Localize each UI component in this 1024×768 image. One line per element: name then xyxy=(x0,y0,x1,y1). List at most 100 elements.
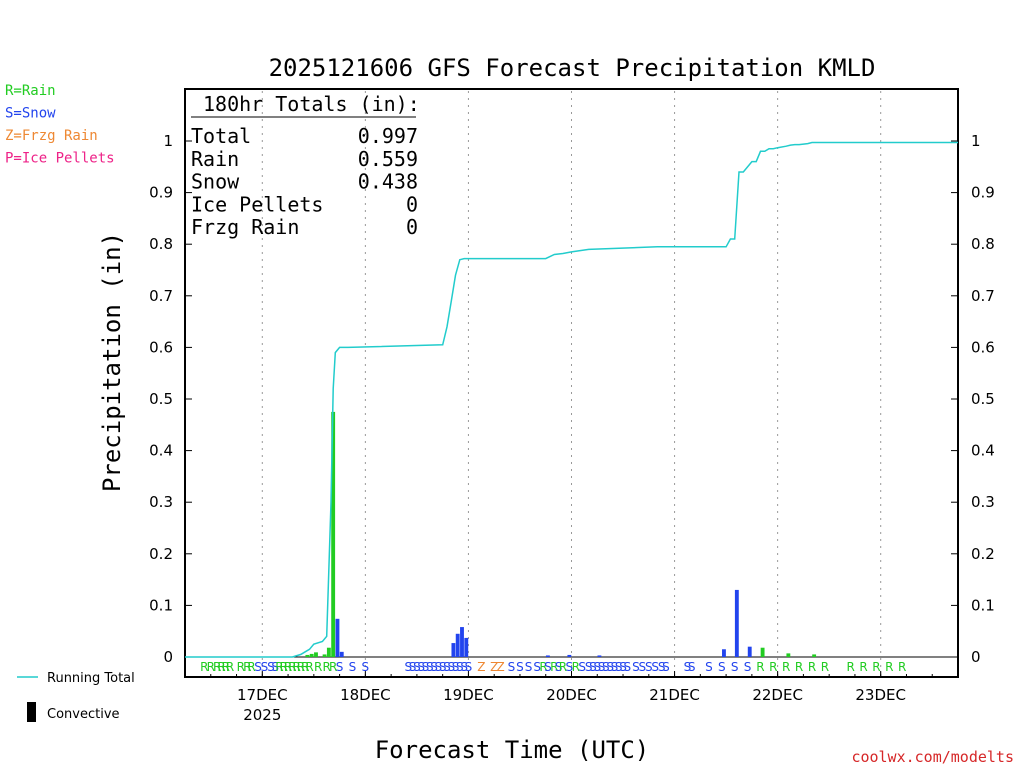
precip-type-mark: R xyxy=(314,660,322,674)
precip-bar xyxy=(464,637,469,657)
x-tick-label: 20DEC xyxy=(546,686,597,704)
precip-type-mark: S xyxy=(589,660,597,674)
precip-type-mark: S xyxy=(439,660,447,674)
totals-row-value: 0 xyxy=(406,215,418,239)
precip-type-mark: S xyxy=(585,660,593,674)
totals-row-label: Snow xyxy=(191,170,240,194)
x-tick-sublabel: 2025 xyxy=(243,706,281,724)
y-axis-title: Precipitation (in) xyxy=(98,232,126,492)
series-legend: Running Total Convective xyxy=(17,671,135,722)
precip-bar xyxy=(322,654,327,657)
precip-type-mark: S xyxy=(430,660,438,674)
precip-type-mark: S xyxy=(744,660,752,674)
precip-type-mark: R xyxy=(247,660,255,674)
precip-type-mark: R xyxy=(280,660,288,674)
totals-row-label: Rain xyxy=(191,147,239,171)
totals-row-label: Total xyxy=(191,124,251,148)
precip-type-mark: R xyxy=(756,660,764,674)
totals-row-value: 0.997 xyxy=(358,124,418,148)
precip-bar xyxy=(760,647,765,657)
y-tick-label-right: 0.6 xyxy=(971,338,995,356)
precip-type-mark: S xyxy=(349,660,357,674)
precip-type-mark: R xyxy=(859,660,867,674)
precip-type-mark: S xyxy=(544,660,552,674)
totals-box: 180hr Totals (in): Total 0.997 Rain 0.559 Sn… xyxy=(191,92,420,239)
type-legend-item: P=Ice Pellets xyxy=(5,151,115,167)
precip-type-mark: R xyxy=(243,660,251,674)
precip-type-mark: R xyxy=(539,660,547,674)
type-legend-item: Z=Frzg Rain xyxy=(5,128,98,144)
precip-type-mark: S xyxy=(447,660,455,674)
precip-type-mark: R xyxy=(885,660,893,674)
running-total-line xyxy=(185,141,958,658)
precip-type-mark: S xyxy=(261,660,269,674)
precip-type-mark: S xyxy=(718,660,726,674)
precip-type-legend: R=Rain S=Snow Z=Frzg Rain P=Ice Pellets xyxy=(5,83,115,167)
precip-type-mark: R xyxy=(782,660,790,674)
precip-type-mark: S xyxy=(465,660,473,674)
precip-type-mark: S xyxy=(593,660,601,674)
precip-type-mark: S xyxy=(525,660,533,674)
precip-type-mark: S xyxy=(336,660,344,674)
precip-type-mark: S xyxy=(271,660,279,674)
precip-type-mark: R xyxy=(305,660,313,674)
precip-type-mark: S xyxy=(566,660,574,674)
y-tick-label-right: 0.4 xyxy=(971,442,995,460)
x-tick-label: 21DEC xyxy=(649,686,700,704)
type-legend-item: R=Rain xyxy=(5,83,56,99)
y-tick-label-right: 0 xyxy=(971,648,981,666)
x-tick-label: 22DEC xyxy=(752,686,803,704)
precip-type-mark: R xyxy=(207,660,215,674)
precip-bar xyxy=(747,646,752,657)
precip-type-mark: R xyxy=(323,660,331,674)
precip-type-mark: R xyxy=(846,660,854,674)
precip-type-mark: R xyxy=(284,660,292,674)
precip-type-mark: R xyxy=(222,660,230,674)
precip-type-mark: S xyxy=(426,660,434,674)
precip-type-mark: R xyxy=(217,660,225,674)
precip-bar xyxy=(309,653,314,657)
precip-bar xyxy=(812,654,817,657)
precip-type-mark: S xyxy=(508,660,516,674)
y-tick-label-right: 0.5 xyxy=(971,390,995,408)
precip-bar xyxy=(567,654,572,657)
totals-row-label: Frzg Rain xyxy=(191,215,299,239)
x-tick-label: 23DEC xyxy=(855,686,906,704)
x-tick-label: 17DEC xyxy=(237,686,288,704)
precip-type-mark: S xyxy=(555,660,563,674)
totals-row-value: 0 xyxy=(406,192,418,216)
precip-type-mark: S xyxy=(624,660,632,674)
x-axis: 17DEC 2025 18DEC 19DEC 20DEC 21DEC 22DEC 23DEC xyxy=(210,671,933,724)
convective-legend-swatch xyxy=(27,702,36,722)
precip-type-mark: R xyxy=(226,660,234,674)
precip-type-mark: R xyxy=(213,660,221,674)
precip-bar xyxy=(451,643,456,657)
precip-bar xyxy=(455,633,460,657)
precip-type-mark: R xyxy=(572,660,580,674)
precip-type-mark: S xyxy=(688,660,696,674)
precip-type-mark: R xyxy=(795,660,803,674)
x-tick-label: 18DEC xyxy=(340,686,391,704)
precip-type-mark: S xyxy=(619,660,627,674)
precip-type-mark: S xyxy=(651,660,659,674)
precip-bar xyxy=(597,655,602,657)
precip-type-mark: S xyxy=(645,660,653,674)
precip-type-mark: R xyxy=(292,660,300,674)
totals-row-value: 0.438 xyxy=(358,170,418,194)
x-axis-title: Forecast Time (UTC) xyxy=(375,736,650,764)
precip-type-mark: S xyxy=(422,660,430,674)
precip-type-mark: S xyxy=(254,660,262,674)
y-tick-label-left: 0.4 xyxy=(149,442,173,460)
y-tick-label-right: 0.7 xyxy=(971,287,995,305)
precip-type-mark: S xyxy=(684,660,692,674)
precip-type-mark: R xyxy=(898,660,906,674)
precip-type-mark: R xyxy=(329,660,337,674)
precip-bar xyxy=(326,647,331,657)
precip-type-mark: S xyxy=(533,660,541,674)
precip-bars xyxy=(305,411,817,657)
precip-type-mark: R xyxy=(808,660,816,674)
precip-type-mark: R xyxy=(200,660,208,674)
precip-type-mark: S xyxy=(409,660,417,674)
